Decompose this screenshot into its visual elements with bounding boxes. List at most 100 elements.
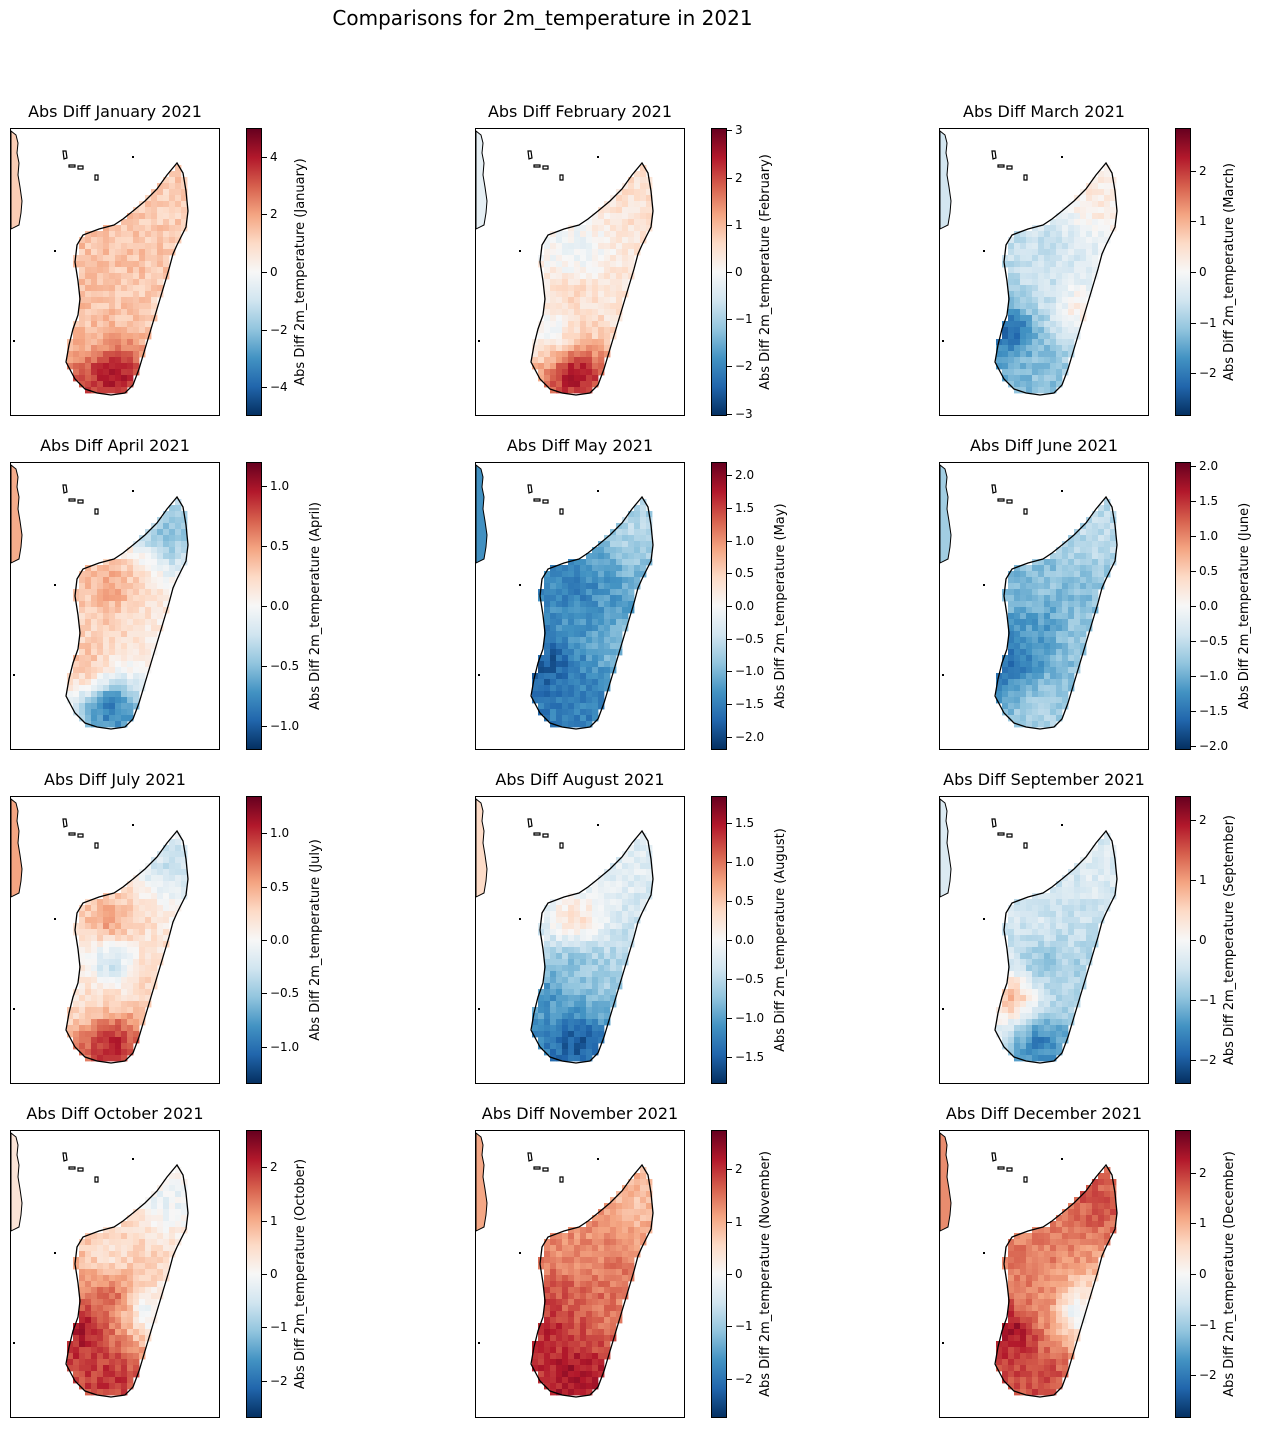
heatmap-cell bbox=[622, 899, 629, 906]
heatmap-cell bbox=[163, 869, 170, 876]
heatmap-cell bbox=[1086, 219, 1093, 226]
heatmap-cell bbox=[1074, 959, 1081, 966]
heatmap-cell bbox=[598, 1299, 605, 1306]
heatmap-cell bbox=[109, 1281, 116, 1288]
heatmap-cell bbox=[1050, 941, 1057, 948]
heatmap-cell bbox=[139, 649, 146, 656]
heatmap-cell bbox=[127, 1371, 134, 1378]
heatmap-cell bbox=[1104, 195, 1111, 202]
heatmap-cell bbox=[1014, 697, 1021, 704]
heatmap-cell bbox=[646, 1215, 653, 1222]
heatmap-cell bbox=[604, 905, 611, 912]
heatmap-cell bbox=[580, 589, 587, 596]
heatmap-cell bbox=[1044, 947, 1051, 954]
heatmap-cell bbox=[592, 345, 599, 352]
heatmap-cell bbox=[127, 667, 134, 674]
island-outline bbox=[68, 832, 76, 836]
heatmap-cell bbox=[1002, 589, 1009, 596]
heatmap-cell bbox=[586, 619, 593, 626]
heatmap-cell bbox=[91, 249, 98, 256]
heatmap-cell bbox=[1086, 863, 1093, 870]
heatmap-cell bbox=[1104, 881, 1111, 888]
heatmap-cell bbox=[538, 327, 545, 334]
heatmap-cell bbox=[556, 649, 563, 656]
heatmap-cell bbox=[85, 983, 92, 990]
heatmap-cell bbox=[556, 1233, 563, 1240]
colorbar-tick-text: −2.0 bbox=[735, 729, 765, 744]
heatmap-cell bbox=[139, 1287, 146, 1294]
heatmap-cell bbox=[1098, 535, 1105, 542]
heatmap-cell bbox=[1020, 1007, 1027, 1014]
heatmap-cell bbox=[544, 1025, 551, 1032]
heatmap-svg bbox=[476, 464, 654, 730]
island-outline bbox=[527, 150, 533, 160]
heatmap-cell bbox=[1050, 715, 1057, 722]
heatmap-cell bbox=[97, 625, 104, 632]
heatmap-cell bbox=[97, 339, 104, 346]
heatmap-cell bbox=[103, 279, 110, 286]
heatmap-cell bbox=[1026, 959, 1033, 966]
heatmap-cell bbox=[151, 935, 158, 942]
heatmap-cell bbox=[604, 345, 611, 352]
heatmap-cell bbox=[103, 953, 110, 960]
heatmap-cell bbox=[115, 333, 122, 340]
colorbar-ticks: 2 1 0 −1 −2 bbox=[1191, 128, 1241, 416]
heatmap-cell bbox=[622, 893, 629, 900]
heatmap-cell bbox=[1026, 1019, 1033, 1026]
heatmap-cell bbox=[115, 345, 122, 352]
heatmap-cell bbox=[1074, 261, 1081, 268]
heatmap-cell bbox=[592, 625, 599, 632]
heatmap-cell bbox=[604, 297, 611, 304]
heatmap-cell bbox=[610, 875, 617, 882]
colorbar-tick-text: 0 bbox=[270, 265, 278, 279]
heatmap-cell bbox=[1026, 267, 1033, 274]
heatmap-cell bbox=[586, 929, 593, 936]
heatmap-cell bbox=[622, 529, 629, 536]
heatmap-cell bbox=[634, 1197, 641, 1204]
heatmap-cell bbox=[139, 1245, 146, 1252]
heatmap-cell bbox=[85, 565, 92, 572]
heatmap-cell bbox=[1074, 649, 1081, 656]
heatmap-cell bbox=[139, 1347, 146, 1354]
heatmap-cell bbox=[1056, 285, 1063, 292]
heatmap-cell bbox=[586, 321, 593, 328]
heatmap-cell bbox=[550, 941, 557, 948]
heatmap-cell bbox=[133, 941, 140, 948]
heatmap-cell bbox=[562, 1245, 569, 1252]
heatmap-cell bbox=[580, 1013, 587, 1020]
heatmap-cell bbox=[1056, 715, 1063, 722]
heatmap-cell bbox=[1080, 923, 1087, 930]
heatmap-cell bbox=[580, 1007, 587, 1014]
colorbar-tick-mark bbox=[1191, 676, 1196, 678]
heatmap-cell bbox=[1062, 261, 1069, 268]
heatmap-cell bbox=[1056, 1019, 1063, 1026]
heatmap-cell bbox=[1050, 303, 1057, 310]
heatmap-cell bbox=[616, 893, 623, 900]
heatmap-cell bbox=[133, 285, 140, 292]
heatmap-cell bbox=[1050, 1043, 1057, 1050]
heatmap-cell bbox=[634, 857, 641, 864]
heatmap-cell bbox=[1026, 577, 1033, 584]
heatmap-cell bbox=[85, 649, 92, 656]
heatmap-cell bbox=[109, 715, 116, 722]
heatmap-cell bbox=[1020, 929, 1027, 936]
heatmap-cell bbox=[610, 613, 617, 620]
heatmap-cell bbox=[109, 357, 116, 364]
heatmap-cell bbox=[1014, 285, 1021, 292]
heatmap-cell bbox=[157, 583, 164, 590]
heatmap-cell bbox=[133, 965, 140, 972]
heatmap-cell bbox=[574, 1233, 581, 1240]
heatmap-cell bbox=[175, 177, 182, 184]
heatmap-cell bbox=[91, 625, 98, 632]
heatmap-cell bbox=[544, 1257, 551, 1264]
heatmap-cell bbox=[1074, 637, 1081, 644]
heatmap-cell bbox=[145, 887, 152, 894]
heatmap-cell bbox=[157, 1185, 164, 1192]
heatmap-cell bbox=[1080, 953, 1087, 960]
heatmap-cell bbox=[592, 547, 599, 554]
heatmap-svg bbox=[476, 798, 654, 1064]
heatmap-cell bbox=[1032, 697, 1039, 704]
heatmap-cell bbox=[127, 273, 134, 280]
heatmap-cell bbox=[568, 619, 575, 626]
heatmap-cell bbox=[115, 369, 122, 376]
